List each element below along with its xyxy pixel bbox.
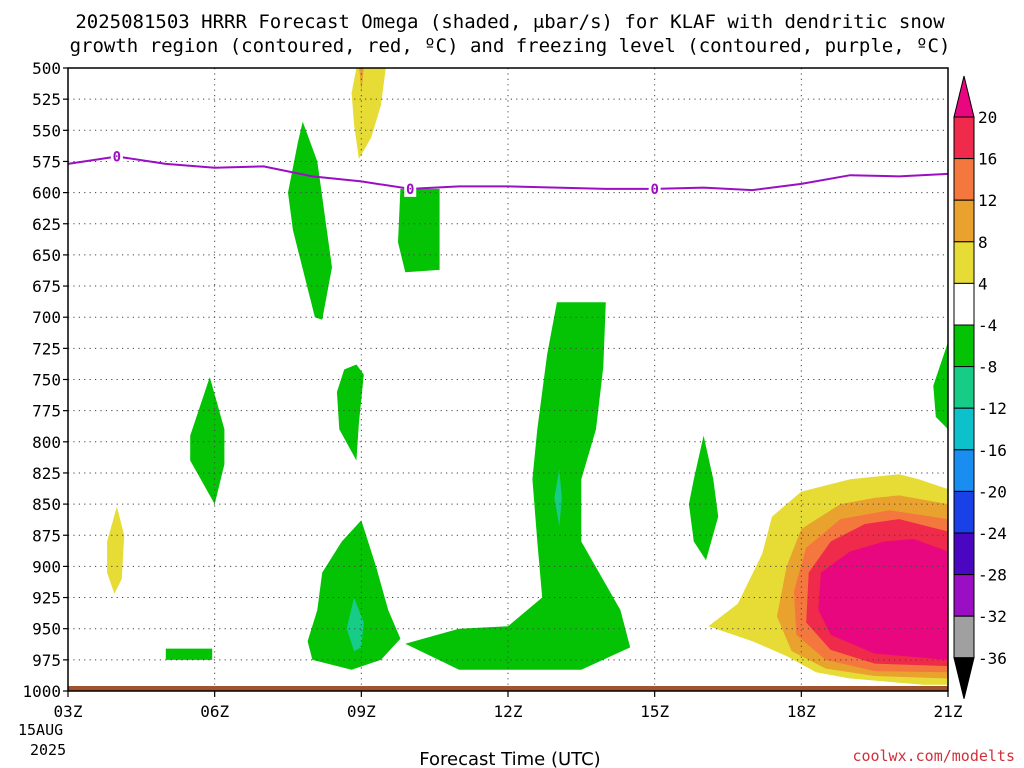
y-tick-label: 950 — [32, 620, 61, 639]
y-tick-label: 775 — [32, 402, 61, 421]
x-tick-label: 03Z — [54, 702, 83, 721]
freezing-level-label-bg — [648, 180, 661, 197]
colorbar-label: 12 — [978, 191, 997, 210]
colorbar-bin — [953, 615, 975, 659]
colorbar-bin — [953, 532, 975, 576]
y-tick-label: 800 — [32, 433, 61, 452]
omega-region — [398, 188, 440, 273]
x-tick-label: 21Z — [934, 702, 963, 721]
freezing-level-label-bg — [404, 180, 417, 197]
freezing-level-label: 0 — [650, 182, 658, 198]
y-tick-label: 525 — [32, 90, 61, 109]
colorbar-label: -24 — [978, 524, 1007, 543]
colorbar-bin — [953, 449, 975, 492]
colorbar-bin — [953, 366, 975, 409]
omega-region — [358, 68, 364, 93]
y-tick-label: 850 — [32, 495, 61, 514]
y-tick-label: 750 — [32, 371, 61, 390]
y-tick-label: 600 — [32, 184, 61, 203]
x-tick-label: 06Z — [200, 702, 229, 721]
y-tick-label: 875 — [32, 526, 61, 545]
omega-region — [288, 121, 332, 320]
colorbar-bin — [953, 116, 975, 160]
chart-title-line-2: growth region (contoured, red, ºC) and f… — [70, 35, 951, 57]
x-tick-label: 18Z — [787, 702, 816, 721]
y-tick-label: 975 — [32, 651, 61, 670]
omega-region — [346, 597, 364, 652]
colorbar-label: 16 — [978, 150, 997, 169]
colorbar-label: 4 — [978, 274, 988, 293]
x-tick-label: 12Z — [494, 702, 523, 721]
date-label-day: 15AUG — [18, 721, 63, 739]
y-tick-label: 1000 — [22, 682, 61, 701]
x-tick-label: 15Z — [640, 702, 669, 721]
omega-region — [405, 302, 631, 670]
y-tick-label: 575 — [32, 152, 61, 171]
omega-region — [165, 648, 213, 660]
y-tick-label: 725 — [32, 339, 61, 358]
omega-region — [107, 506, 125, 594]
freezing-level-label: 0 — [406, 182, 414, 198]
y-tick-label: 625 — [32, 215, 61, 234]
freezing-level-label: 0 — [113, 149, 121, 165]
colorbar-label: -28 — [978, 566, 1007, 585]
colorbar-label: -4 — [978, 316, 997, 335]
date-label-year: 2025 — [30, 741, 66, 759]
colorbar-label: -32 — [978, 607, 1007, 626]
colorbar-bin — [953, 158, 975, 201]
colorbar-label: -12 — [978, 399, 1007, 418]
x-axis-label: Forecast Time (UTC) — [419, 749, 600, 768]
y-tick-label: 650 — [32, 246, 61, 265]
omega-region — [307, 520, 401, 670]
omega-region — [818, 539, 948, 660]
colorbar-bin — [953, 282, 975, 326]
colorbar-label: 20 — [978, 108, 997, 127]
colorbar-label: -16 — [978, 441, 1007, 460]
y-tick-label: 550 — [32, 121, 61, 140]
colorbar-bin — [953, 324, 975, 368]
y-tick-label: 675 — [32, 277, 61, 296]
colorbar-label: -20 — [978, 482, 1007, 501]
omega-region — [336, 364, 364, 461]
colorbar-bin — [953, 199, 975, 243]
x-tick-label: 09Z — [347, 702, 376, 721]
colorbar-top-arrow — [953, 75, 975, 118]
y-tick-label: 900 — [32, 557, 61, 576]
y-tick-label: 825 — [32, 464, 61, 483]
omega-region — [933, 342, 948, 430]
y-tick-label: 500 — [32, 59, 61, 78]
omega-region — [688, 435, 719, 561]
surface-ground-strip — [68, 686, 948, 691]
freezing-level-line — [67, 155, 949, 192]
colorbar-bin — [953, 241, 975, 284]
colorbar-bottom-arrow — [953, 657, 975, 699]
colorbar-bin — [953, 490, 975, 534]
y-tick-label: 700 — [32, 308, 61, 327]
chart-title-line-1: 2025081503 HRRR Forecast Omega (shaded, … — [75, 11, 945, 33]
credit-text: coolwx.com/modelts — [852, 747, 1015, 765]
colorbar-bin — [953, 574, 975, 617]
colorbar-label: -8 — [978, 358, 997, 377]
colorbar-label: 8 — [978, 233, 988, 252]
colorbar-bin — [953, 407, 975, 451]
omega-region — [554, 469, 562, 527]
omega-region — [351, 68, 386, 159]
colorbar-label: -36 — [978, 649, 1007, 668]
y-tick-label: 925 — [32, 589, 61, 608]
omega-region — [190, 377, 225, 505]
freezing-level-label-bg — [110, 148, 123, 165]
